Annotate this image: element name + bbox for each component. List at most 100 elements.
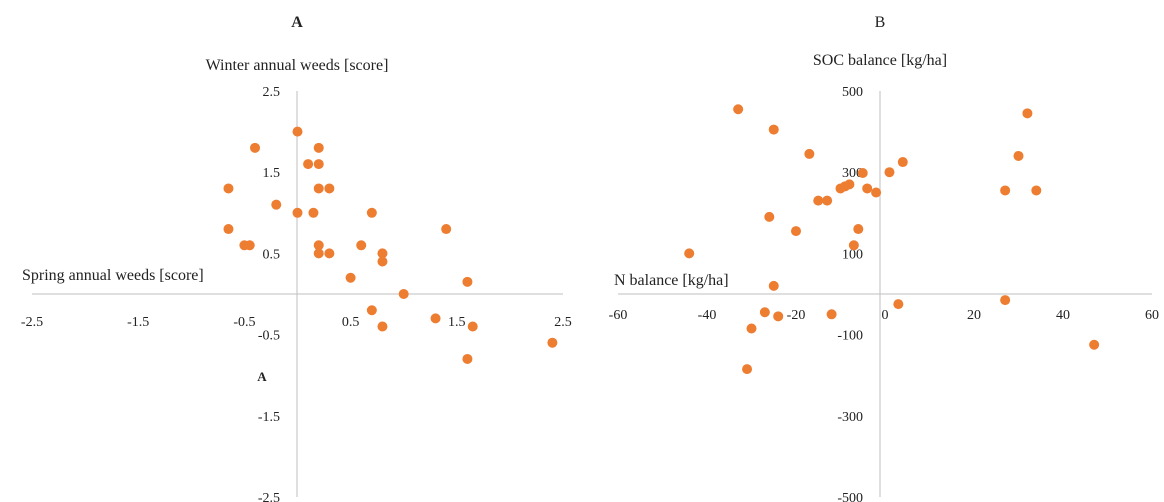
- panel-a-y-tick-label: -1.5: [258, 410, 280, 425]
- panel-b-data-point: [1022, 108, 1033, 119]
- panel-b-y-tick-label: 300: [842, 166, 863, 181]
- panel-b-data-point: [1031, 185, 1042, 196]
- panel-b-x-ticks: -60 -40 -20 0 20 40 60: [609, 308, 1159, 323]
- panel-b-x-tick-label: -20: [787, 308, 806, 323]
- panel-b-label: B: [875, 14, 886, 31]
- panel-a-data-point: [366, 305, 377, 316]
- panel-a-stray-label: A: [257, 369, 267, 384]
- panel-b-data-point: [853, 224, 864, 235]
- panel-b-x-axis-title: N balance [kg/ha]: [614, 272, 729, 289]
- panel-b-x-tick-label: 60: [1145, 308, 1159, 323]
- panel-a-data-point: [547, 337, 558, 348]
- panel-a-points: [223, 126, 558, 364]
- panel-b-x-tick-label: 40: [1056, 308, 1070, 323]
- panel-a-x-tick-label: 0.5: [342, 315, 360, 330]
- panel-a-data-point: [250, 142, 261, 153]
- panel-b-data-point: [759, 307, 770, 318]
- panel-a-label: A: [291, 14, 303, 31]
- panel-b-y-tick-label: 500: [842, 85, 863, 100]
- panel-b-data-point: [871, 187, 882, 198]
- panel-a-data-point: [366, 207, 377, 218]
- panel-b: B SOC balance [kg/ha] N balance [kg/ha] …: [609, 14, 1159, 502]
- panel-a-x-tick-label: 1.5: [448, 315, 466, 330]
- panel-b-data-point: [897, 157, 908, 168]
- panel-b-data-point: [791, 226, 801, 237]
- panel-a-data-point: [377, 256, 388, 267]
- panel-b-y-tick-label: -300: [837, 410, 863, 425]
- panel-a-data-point: [303, 159, 314, 170]
- panel-a-data-point: [271, 199, 282, 210]
- panel-b-data-point: [813, 195, 824, 206]
- panel-b-y-tick-label: 100: [842, 247, 863, 262]
- panel-b-data-point: [742, 364, 753, 375]
- panel-b-data-point: [1000, 185, 1011, 196]
- panel-b-y-tick-label: -500: [837, 491, 863, 502]
- panel-b-x-tick-label: -60: [609, 308, 628, 323]
- panel-a-data-point: [223, 224, 234, 235]
- panel-a-y-tick-label: 2.5: [263, 85, 281, 100]
- panel-a-x-tick-label: -1.5: [127, 315, 149, 330]
- panel-a-data-point: [441, 224, 452, 235]
- panel-a-data-point: [292, 126, 303, 137]
- panel-a-data-point: [462, 276, 473, 287]
- panel-a-data-point: [292, 207, 303, 218]
- panel-a-data-point: [398, 289, 409, 299]
- panel-b-data-point: [848, 240, 859, 251]
- panel-b-data-point: [862, 183, 873, 194]
- panel-a-data-point: [462, 353, 473, 364]
- panel-b-x-tick-label: 20: [967, 308, 981, 323]
- panel-a-data-point: [313, 240, 324, 251]
- panel-a-data-point: [324, 183, 335, 194]
- panel-a-x-tick-label: -2.5: [21, 315, 43, 330]
- panel-a-data-point: [313, 183, 324, 194]
- panel-b-data-point: [804, 148, 815, 159]
- panel-b-data-point: [764, 211, 775, 222]
- panel-a-y-tick-label: 1.5: [263, 166, 281, 181]
- panel-a-data-point: [313, 248, 324, 259]
- panel-b-data-point: [1013, 150, 1024, 161]
- panel-a-y-tick-label: -0.5: [258, 329, 280, 344]
- panel-b-data-point: [826, 309, 837, 320]
- panel-a-data-point: [313, 159, 324, 170]
- panel-a-x-ticks: -2.5 -1.5 -0.5 0.5 1.5 2.5: [21, 315, 572, 330]
- panel-b-x-tick-label: -40: [698, 308, 717, 323]
- panel-a-data-point: [356, 240, 367, 251]
- panel-a-data-point: [223, 183, 234, 194]
- panel-b-data-point: [768, 280, 779, 291]
- panel-b-data-point: [835, 183, 846, 194]
- panel-a-x-tick-label: 2.5: [554, 315, 572, 330]
- panel-a-data-point: [467, 321, 478, 332]
- panel-b-y-ticks: 500 300 100 -100 -300 -500: [837, 85, 863, 502]
- panel-a-y-ticks: 2.5 1.5 0.5 -0.5 -1.5 -2.5: [258, 85, 280, 502]
- panel-a-data-point: [308, 207, 319, 218]
- panel-a-data-point: [430, 313, 441, 324]
- panel-b-data-point: [822, 195, 833, 206]
- panel-a-data-point: [377, 248, 388, 259]
- panel-b-y-tick-label: -100: [837, 329, 863, 344]
- panel-a-data-point: [244, 240, 255, 251]
- panel-a-data-point: [324, 248, 335, 259]
- panel-b-data-point: [684, 248, 695, 259]
- panel-b-data-point: [733, 104, 744, 115]
- panel-a-data-point: [377, 321, 388, 332]
- panel-b-data-point: [768, 124, 779, 135]
- panel-b-data-point: [1000, 295, 1011, 306]
- panel-b-data-point: [746, 323, 757, 334]
- panel-a: A Winter annual weeds [score] Spring ann…: [21, 14, 572, 502]
- panel-a-data-point: [313, 142, 324, 153]
- panel-b-x-tick-label: 0: [882, 308, 889, 323]
- panel-a-y-tick-label: -2.5: [258, 491, 280, 502]
- panel-a-data-point: [345, 272, 356, 283]
- panel-b-data-point: [844, 179, 855, 190]
- panel-b-data-point: [893, 299, 904, 310]
- panel-b-data-point: [857, 168, 868, 179]
- panel-b-data-point: [884, 167, 895, 178]
- panel-a-y-tick-label: 0.5: [263, 247, 281, 262]
- panel-b-data-point: [773, 311, 784, 322]
- panel-a-y-axis-title: Winter annual weeds [score]: [206, 57, 389, 74]
- panel-b-points: [684, 104, 1100, 375]
- panel-b-data-point: [1089, 339, 1100, 350]
- panel-a-x-tick-label: -0.5: [233, 315, 255, 330]
- panel-a-x-axis-title: Spring annual weeds [score]: [22, 267, 204, 284]
